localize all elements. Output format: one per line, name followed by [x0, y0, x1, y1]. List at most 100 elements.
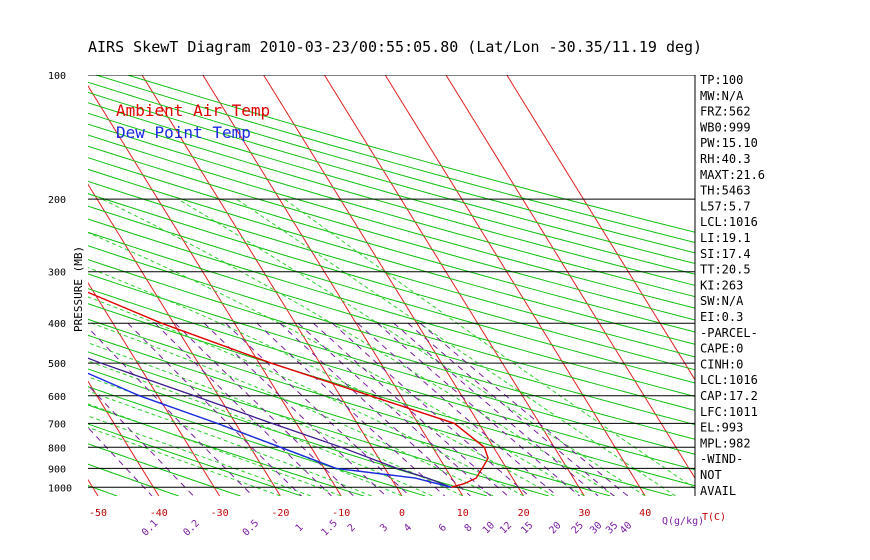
dry-adiabat-line	[88, 180, 695, 358]
mixing-ratio-tick: 6	[437, 522, 449, 534]
sounding-index-item: CAP:17.2	[700, 389, 758, 403]
dry-adiabat-line	[88, 485, 118, 496]
moist-adiabat-line	[236, 198, 676, 496]
mixing-ratio-tick: 0.1	[140, 518, 161, 539]
moist-adiabat-line	[88, 296, 524, 496]
mixing-ratio-tick: 1	[294, 522, 306, 534]
mixing-ratio-line	[203, 322, 387, 496]
bottom-temp-tick: 20	[518, 508, 530, 519]
dry-adiabat-line	[88, 91, 695, 265]
mixing-ratio-line	[127, 322, 302, 496]
mixing-ratio-line	[332, 322, 530, 496]
dry-adiabat-line	[88, 245, 695, 426]
isotherm-line	[88, 380, 160, 496]
temp-unit-label: T(C)	[702, 512, 726, 523]
pressure-tick: 500	[48, 359, 66, 370]
dry-adiabat-line	[88, 288, 695, 471]
dry-adiabat-line	[88, 351, 549, 496]
dry-adiabat-line	[88, 193, 695, 371]
isotherm-line	[88, 183, 281, 496]
mixing-ratio-tick: 40	[618, 520, 634, 536]
pressure-tick: 100	[48, 71, 66, 82]
bottom-temp-tick: 10	[457, 508, 469, 519]
mixing-ratio-tick: 20	[547, 520, 563, 536]
sounding-index-item: SI:17.4	[700, 247, 751, 261]
sounding-index-item: L57:5.7	[700, 199, 751, 213]
dry-adiabat-line	[88, 463, 179, 496]
sounding-index-item: SW:N/A	[700, 294, 744, 308]
dry-adiabat-line	[88, 81, 695, 254]
moist-adiabat-line	[88, 342, 464, 496]
sounding-index-item: LI:19.1	[700, 231, 751, 245]
dry-adiabat-line	[88, 102, 695, 275]
sounding-index-item: AVAIL	[700, 484, 736, 498]
mixing-ratio-line	[88, 426, 153, 496]
pressure-tick: 300	[48, 268, 66, 279]
isotherm-line	[384, 75, 646, 496]
sounding-index-item: MPL:982	[700, 436, 751, 450]
mixing-ratio-tick: 25	[570, 520, 586, 536]
isotherm-line	[141, 75, 403, 496]
sounding-index-item: RH:40.3	[700, 152, 751, 166]
mixing-ratio-line	[88, 384, 194, 496]
sounding-index-item: LFC:1011	[700, 405, 758, 419]
chart-title: AIRS SkewT Diagram 2010-03-23/00:55:05.8…	[88, 38, 702, 56]
moist-adiabat-line	[88, 415, 311, 496]
dry-adiabat-line	[88, 218, 695, 398]
isotherm-line	[506, 75, 695, 381]
mixing-ratio-line	[313, 322, 509, 496]
sounding-index-item: LCL:1016	[700, 215, 758, 229]
moist-adiabat-line	[88, 321, 494, 496]
parcel-profile-line	[88, 357, 452, 488]
temperature-profile-line	[88, 291, 489, 488]
mixing-ratio-tick: 4	[402, 522, 414, 534]
mixing-ratio-line	[357, 322, 558, 496]
sounding-index-item: WB0:999	[700, 120, 751, 134]
sounding-index-item: PW:15.10	[700, 136, 758, 150]
bottom-temp-tick: 30	[578, 508, 590, 519]
mixing-ratio-line	[297, 322, 492, 496]
mixing-ratio-tick: 30	[588, 520, 604, 536]
isotherm-line	[202, 75, 464, 496]
sounding-index-item: FRZ:562	[700, 105, 751, 119]
dry-adiabat-line	[88, 273, 695, 455]
mixing-ratio-line	[279, 322, 471, 496]
moist-adiabat-line	[284, 198, 695, 490]
sounding-index-item: MW:N/A	[700, 89, 744, 103]
mixing-ratio-tick: 10	[481, 520, 497, 536]
sounding-index-item: KI:263	[700, 278, 743, 292]
mixing-ratio-line	[376, 322, 580, 496]
moist-adiabat-line	[101, 198, 616, 496]
dry-adiabat-line	[88, 134, 695, 309]
mixing-ratio-line	[154, 322, 332, 496]
pressure-tick: 1000	[48, 483, 72, 494]
pressure-axis-label: PRESSURE (MB)	[72, 246, 85, 332]
plot-area	[88, 75, 695, 496]
isobars	[88, 75, 695, 488]
dry-adiabat-line	[88, 168, 695, 345]
sounding-index-item: CINH:0	[700, 357, 743, 371]
dry-adiabat-line	[88, 123, 695, 298]
bottom-temp-tick: -50	[89, 508, 107, 519]
dry-adiabat-line	[88, 423, 303, 496]
sounding-index-item: TT:20.5	[700, 263, 751, 277]
mixing-ratio-line	[88, 326, 254, 496]
dry-adiabat-line	[88, 318, 673, 496]
pressure-tick: 600	[48, 392, 66, 403]
sounding-profiles	[88, 291, 489, 488]
dry-adiabat-line	[88, 112, 695, 286]
legend-dew-point: Dew Point Temp	[116, 123, 251, 142]
sounding-index-item: EL:993	[700, 421, 743, 435]
pressure-tick: 900	[48, 464, 66, 475]
mixing-ratio-tick: 1.5	[319, 518, 340, 539]
bottom-temp-tick: -40	[150, 508, 168, 519]
dry-adiabat-line	[88, 231, 695, 411]
dry-adiabat-line	[88, 157, 695, 333]
sounding-index-item: CAPE:0	[700, 342, 743, 356]
mixing-ratio-tick: 0.5	[241, 518, 262, 539]
legend-ambient-temp: Ambient Air Temp	[116, 101, 270, 120]
dewpoint-profile-line	[88, 372, 452, 488]
mixing-ratio-line	[174, 322, 354, 496]
